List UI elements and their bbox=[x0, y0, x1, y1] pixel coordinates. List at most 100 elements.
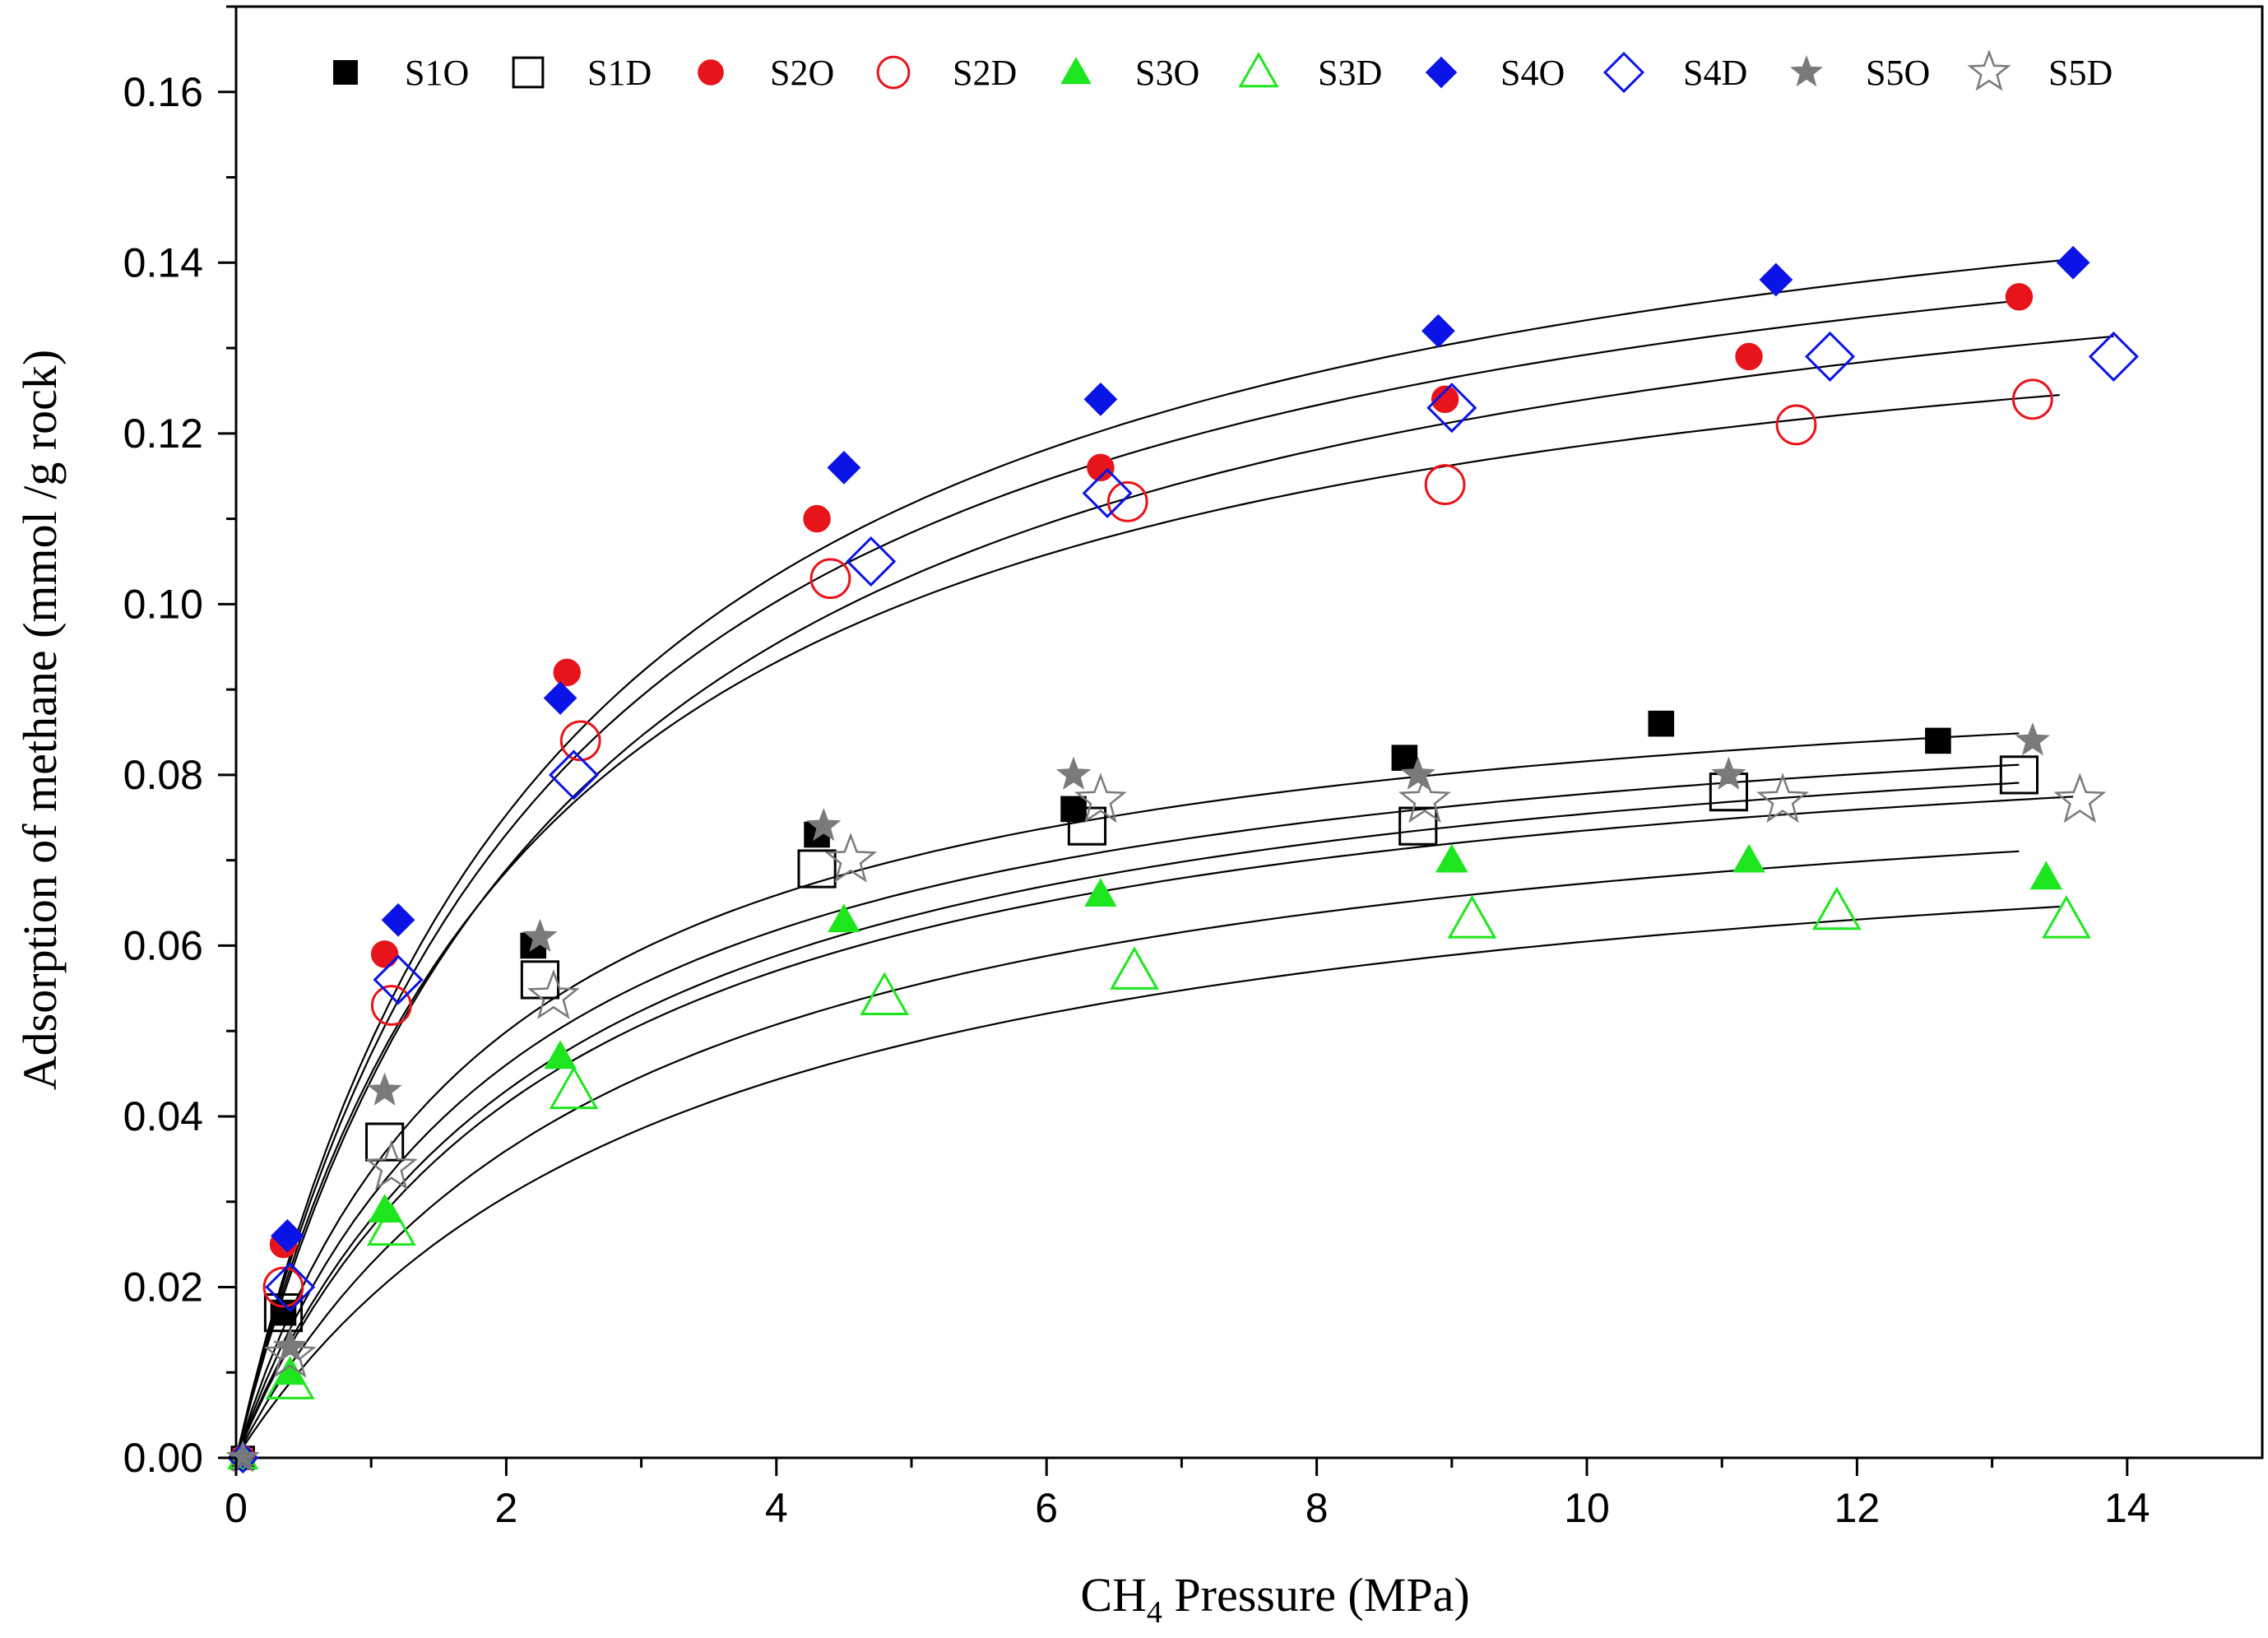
point-s4o bbox=[2056, 245, 2090, 280]
point-s4d bbox=[1426, 383, 1477, 434]
point-s3d bbox=[1811, 886, 1862, 930]
legend-marker-s1o bbox=[333, 60, 358, 85]
x-tick-label: 10 bbox=[1564, 1485, 1610, 1531]
point-s3d bbox=[2042, 894, 2091, 939]
legend-label-s4o: S4O bbox=[1500, 53, 1565, 93]
data-markers bbox=[225, 245, 2139, 1474]
point-s3d bbox=[549, 1065, 599, 1110]
fit-curve-s2o bbox=[234, 299, 2020, 1459]
point-s5o bbox=[2015, 722, 2050, 756]
y-tick-label: 0.08 bbox=[123, 752, 203, 798]
series-s2o bbox=[234, 283, 2034, 1467]
legend-label-s3o: S3O bbox=[1135, 53, 1199, 93]
point-s2o bbox=[2005, 283, 2034, 311]
x-tick-label: 8 bbox=[1306, 1485, 1329, 1531]
point-s5d bbox=[364, 1139, 418, 1190]
x-tick-label: 4 bbox=[765, 1485, 788, 1531]
point-s3d bbox=[1110, 946, 1159, 990]
y-tick-label: 0.02 bbox=[123, 1264, 203, 1310]
point-s4d bbox=[2088, 331, 2139, 382]
y-tick-label: 0.06 bbox=[123, 922, 203, 968]
fit-curve-s1o bbox=[234, 732, 2020, 1459]
legend-label-s1d: S1D bbox=[587, 53, 652, 93]
point-s1d bbox=[263, 1293, 304, 1333]
axis-ticks: 0 2 4 6 8 10 12 14 0.00 0.02 0.04 0.06 0.08 0.10 0.12 0… bbox=[123, 5, 2150, 1531]
legend-label-s5o: S5O bbox=[1866, 53, 1930, 93]
point-s2d bbox=[1106, 480, 1148, 522]
fit-curve-s4d bbox=[234, 335, 2114, 1459]
point-s2d bbox=[1775, 404, 1817, 446]
point-s3d bbox=[1447, 894, 1497, 939]
legend-item-s4d: S4D bbox=[1602, 51, 1747, 94]
legend-label-s1o: S1O bbox=[405, 53, 469, 93]
plot-border bbox=[234, 5, 2264, 1459]
legend-item-s3o: S3O bbox=[1060, 53, 1199, 93]
point-s4o bbox=[543, 681, 577, 715]
point-s2d bbox=[2011, 378, 2053, 420]
point-s4d bbox=[1805, 331, 1856, 382]
origin-point-s5o bbox=[231, 1446, 254, 1468]
legend-item-s5d: S5D bbox=[1967, 49, 2113, 93]
point-s5d bbox=[1756, 773, 1810, 824]
point-s4o bbox=[1083, 382, 1118, 416]
x-axis-title: CH4 Pressure (MPa) bbox=[1080, 1568, 1469, 1630]
point-s3d bbox=[265, 1356, 315, 1399]
y-axis-title: Adsorption of methane (mmol /g rock) bbox=[13, 350, 67, 1090]
legend-label-s4d: S4D bbox=[1683, 53, 1747, 93]
legend-item-s3d: S3D bbox=[1238, 51, 1382, 93]
legend-item-s4o: S4O bbox=[1425, 53, 1565, 93]
y-tick-label: 0.00 bbox=[123, 1435, 203, 1481]
point-s4o bbox=[271, 1218, 304, 1253]
point-s5d bbox=[526, 969, 580, 1019]
legend-marker-s2o bbox=[698, 59, 724, 86]
x-tick-label: 2 bbox=[494, 1485, 517, 1531]
legend-marker-s2d bbox=[876, 55, 911, 90]
x-tick-label: 12 bbox=[1834, 1485, 1881, 1531]
fit-curve-s1d bbox=[234, 782, 2020, 1459]
point-s5o bbox=[1400, 756, 1435, 790]
point-s3o bbox=[2029, 861, 2063, 890]
point-s4o bbox=[381, 903, 415, 937]
legend-marker-s5o bbox=[1789, 54, 1824, 87]
point-s1d bbox=[1067, 806, 1107, 846]
fit-curve-s3d bbox=[235, 905, 2060, 1459]
point-s5d bbox=[263, 1327, 317, 1378]
legend-marker-s4o bbox=[1425, 56, 1458, 89]
point-s2d bbox=[262, 1266, 304, 1308]
point-s5d bbox=[2053, 773, 2107, 824]
point-s4d bbox=[265, 1261, 316, 1312]
point-s2o bbox=[803, 504, 831, 533]
legend-item-s1o: S1O bbox=[333, 53, 469, 93]
point-s4d bbox=[373, 954, 424, 1005]
legend-label-s2d: S2D bbox=[953, 53, 1017, 93]
y-tick-label: 0.04 bbox=[123, 1093, 203, 1139]
point-s2o bbox=[1087, 453, 1115, 482]
point-s5o bbox=[1055, 756, 1092, 790]
point-s3o bbox=[1084, 878, 1117, 907]
y-tick-label: 0.10 bbox=[123, 581, 203, 627]
legend: S1O S1D S2O S2D S3O S3D S4O S4D S5O S5D bbox=[333, 49, 2113, 94]
point-s1o bbox=[1925, 727, 1951, 754]
point-s1o bbox=[1648, 710, 1675, 737]
legend-item-s5o: S5O bbox=[1789, 53, 1930, 93]
series-s3o bbox=[233, 843, 2063, 1466]
point-s1d bbox=[797, 849, 837, 889]
y-tick-label: 0.14 bbox=[123, 239, 203, 285]
point-s3d bbox=[366, 1202, 416, 1246]
y-tick-label: 0.12 bbox=[123, 411, 203, 457]
x-axis-title-subscript: 4 bbox=[1147, 1595, 1162, 1630]
point-s2d bbox=[809, 558, 851, 600]
point-s2d bbox=[1424, 464, 1466, 505]
x-tick-label: 14 bbox=[2104, 1485, 2150, 1531]
x-tick-label: 0 bbox=[225, 1485, 248, 1531]
legend-item-s2d: S2D bbox=[876, 53, 1017, 93]
origin-point-s5d bbox=[225, 1440, 260, 1473]
point-s5o bbox=[272, 1328, 308, 1362]
point-s3o bbox=[1732, 843, 1765, 873]
point-s5d bbox=[1074, 773, 1127, 824]
legend-marker-s3d bbox=[1238, 51, 1279, 88]
point-s1o bbox=[1391, 745, 1418, 771]
point-s1d bbox=[1999, 755, 2039, 795]
legend-item-s1d: S1D bbox=[512, 53, 652, 93]
